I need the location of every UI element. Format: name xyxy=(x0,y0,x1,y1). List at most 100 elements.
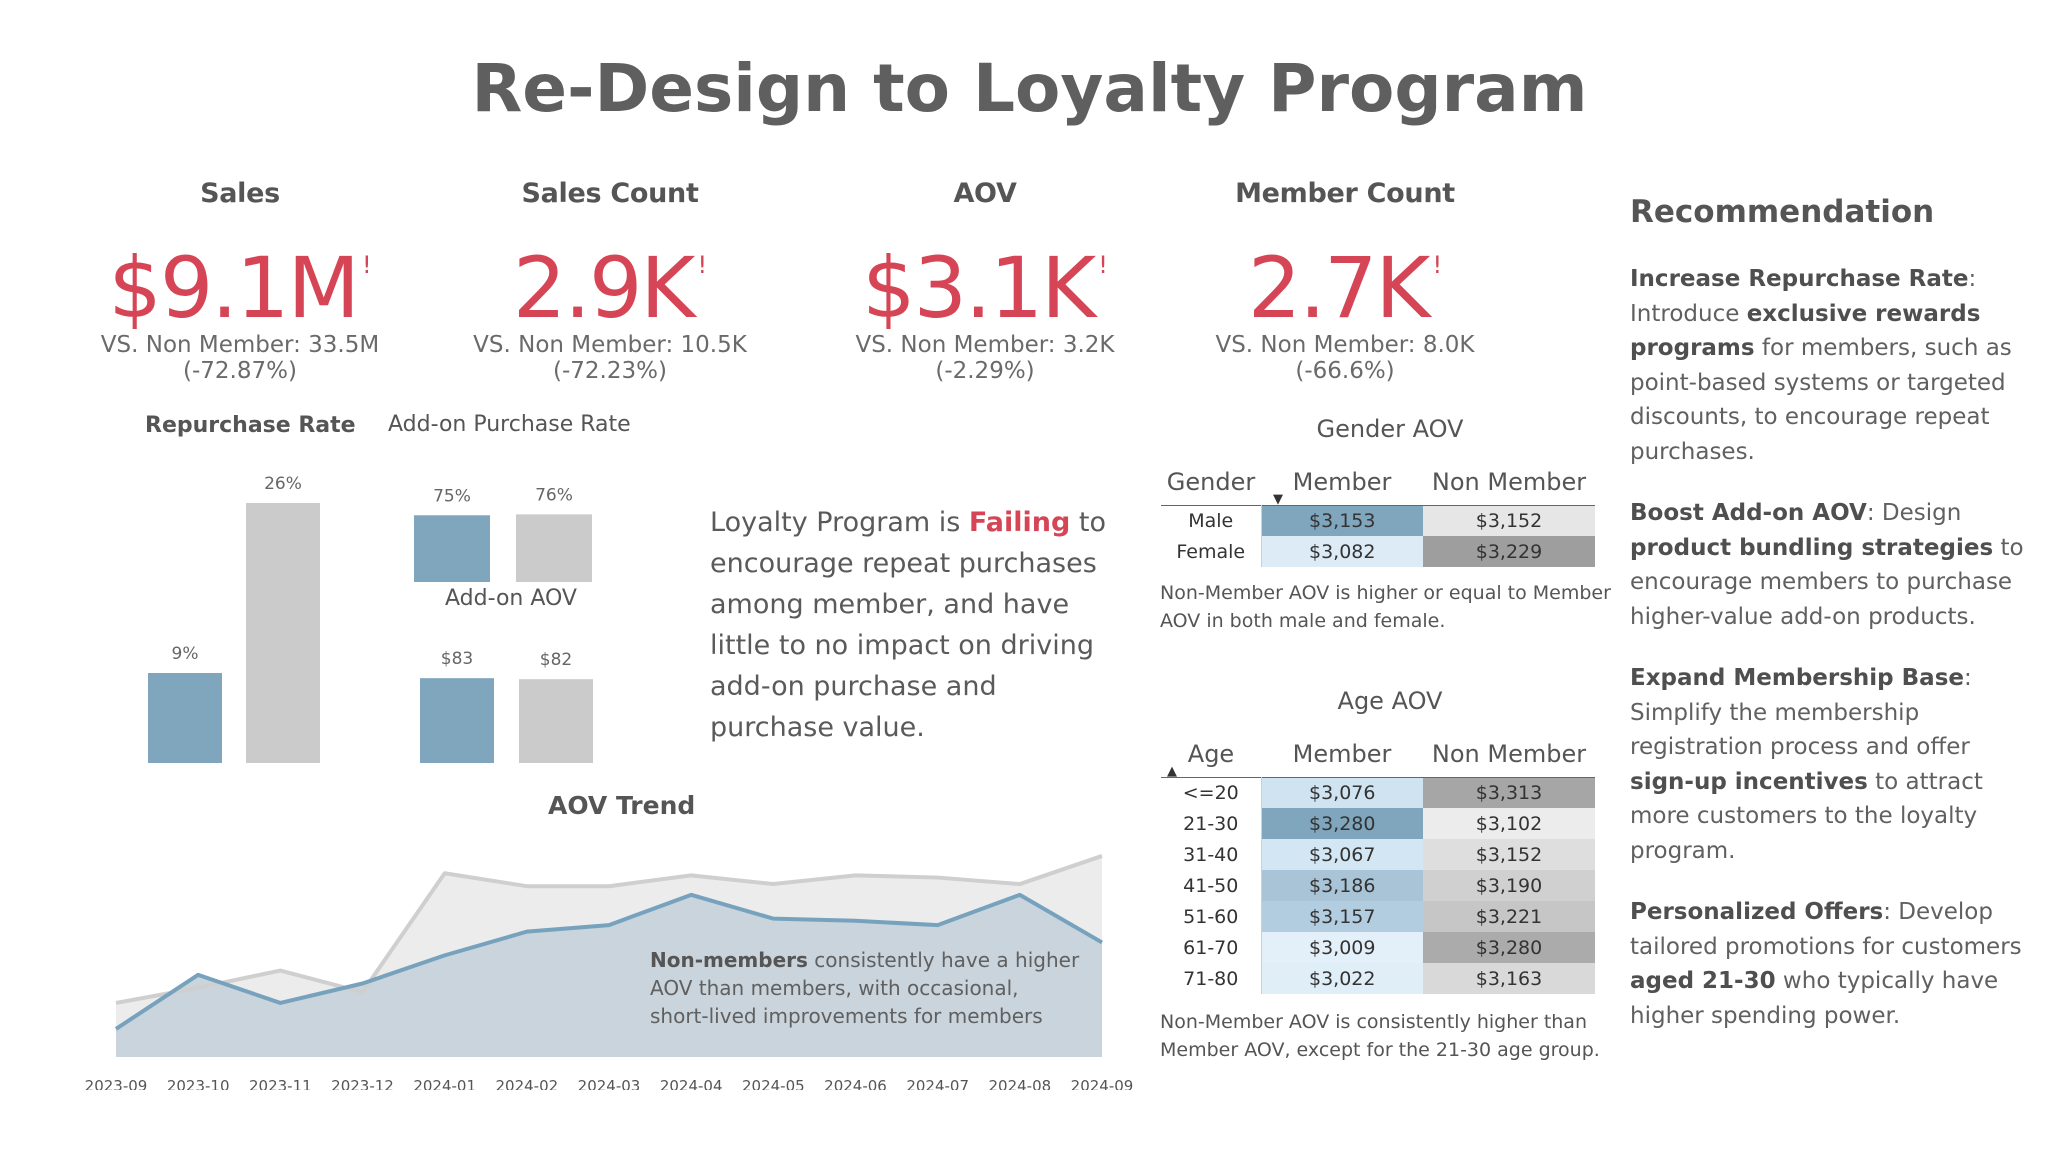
annotation-bold: Non-members xyxy=(650,948,808,972)
kpi-value: 2.7K! xyxy=(1180,217,1510,336)
member-aov-cell: $3,153 xyxy=(1260,505,1423,536)
recommendation-bold-text: exclusive rewards programs xyxy=(1630,300,1981,362)
non-member-line xyxy=(115,854,1103,1005)
bar-data-label: $82 xyxy=(540,650,572,670)
kpi-change: (-72.23%) xyxy=(553,358,667,384)
non-member-aov-cell: $3,102 xyxy=(1423,808,1595,839)
trend-annotation: Non-members consistently have a higher A… xyxy=(650,946,1080,1030)
addon-purchase-rate-title: Add-on Purchase Rate xyxy=(388,412,631,437)
bar-data-label: 9% xyxy=(172,644,199,664)
age-row[interactable]: 51-60 $3,157 $3,221 xyxy=(1161,901,1595,932)
gender-row[interactable]: Male $3,153 $3,152 xyxy=(1161,505,1595,536)
kpi-value-text: $3.1K xyxy=(862,239,1096,337)
x-tick-label: 2023-10 xyxy=(167,1077,230,1090)
x-tick-label: 2023-09 xyxy=(85,1077,148,1090)
column-header[interactable]: Gender xyxy=(1166,467,1256,496)
kpi-aov: AOV $3.1K! VS. Non Member: 3.2K (-2.29%) xyxy=(820,178,1150,388)
recommendation-item: Increase Repurchase Rate: Introduce excl… xyxy=(1630,262,2040,469)
member-line xyxy=(114,892,1104,1031)
bar-non-member xyxy=(519,679,593,763)
kpi-value-text: 2.9K xyxy=(512,239,696,337)
kpi-member-count: Member Count 2.7K! VS. Non Member: 8.0K … xyxy=(1180,178,1510,388)
non-member-aov-cell: $3,152 xyxy=(1423,839,1595,870)
kpi-label: Member Count xyxy=(1235,178,1455,209)
column-header[interactable]: Member xyxy=(1292,739,1392,768)
member-aov-cell: $3,186 xyxy=(1260,870,1423,901)
age-row[interactable]: 31-40 $3,067 $3,152 xyxy=(1161,839,1595,870)
recommendation-bold-text: Boost Add-on AOV xyxy=(1630,500,1867,526)
age-row[interactable]: 61-70 $3,009 $3,280 xyxy=(1161,932,1595,963)
member-aov-cell: $3,076 xyxy=(1260,777,1423,808)
recommendation-panel: Recommendation Increase Repurchase Rate:… xyxy=(1630,194,2040,1060)
row-label: 21-30 xyxy=(1183,812,1239,835)
recommendation-text: : Introduce xyxy=(1630,266,1977,327)
non-member-aov-cell: $3,221 xyxy=(1423,901,1595,932)
recommendation-text: to encourage members to purchase higher-… xyxy=(1630,534,2024,630)
column-header-label: Age xyxy=(1187,739,1235,768)
bar-non-member xyxy=(516,514,592,582)
member-aov-cell: $3,009 xyxy=(1260,932,1423,963)
gender-row[interactable]: Female $3,082 $3,229 xyxy=(1161,536,1595,567)
kpi-label: AOV xyxy=(953,178,1017,209)
recommendation-text: : Design xyxy=(1866,500,1962,526)
column-header[interactable]: Member ▼ xyxy=(1261,459,1423,507)
bar-data-label: 26% xyxy=(264,474,302,494)
column-header[interactable]: Age ▲ xyxy=(1161,731,1261,779)
member-aov-cell: $3,280 xyxy=(1260,808,1423,839)
column-header[interactable]: Non Member xyxy=(1431,739,1587,768)
recommendation-bold-text: Increase Repurchase Rate xyxy=(1630,266,1969,292)
x-tick-label: 2024-02 xyxy=(495,1077,558,1090)
recommendation-bold-text: product bundling strategies xyxy=(1630,534,1994,561)
member-area xyxy=(116,894,1102,1057)
kpi-sales-count: Sales Count 2.9K! VS. Non Member: 10.5K … xyxy=(445,178,775,388)
annotation-text: consistently have a higher AOV than memb… xyxy=(650,948,1080,1028)
row-label: 71-80 xyxy=(1183,967,1239,990)
non-member-aov-cell: $3,152 xyxy=(1423,505,1595,536)
page-title: Re-Design to Loyalty Program xyxy=(471,50,1588,127)
non-member-aov-cell: $3,190 xyxy=(1423,870,1595,901)
member-aov-cell: $3,082 xyxy=(1260,536,1423,567)
age-row[interactable]: 41-50 $3,186 $3,190 xyxy=(1161,870,1595,901)
gender-aov-section: Gender AOV Gender Member ▼ Non Member Mal… xyxy=(1160,415,1620,635)
bar-charts: 9% 26% 75% 76% $83 $82 xyxy=(148,474,593,763)
loyalty-insight-text: Loyalty Program is Failing to encourage … xyxy=(710,502,1110,748)
sort-down-icon[interactable]: ▼ xyxy=(1273,491,1283,507)
recommendation-text: : Simplify the membership registration p… xyxy=(1630,665,1972,760)
x-tick-label: 2023-12 xyxy=(331,1077,394,1090)
age-row[interactable]: 21-30 $3,280 $3,102 xyxy=(1161,808,1595,839)
member-aov-cell: $3,022 xyxy=(1260,963,1423,994)
column-header[interactable]: Non Member xyxy=(1431,467,1587,496)
member-aov-cell: $3,067 xyxy=(1260,839,1423,870)
sort-up-icon[interactable]: ▲ xyxy=(1167,763,1177,779)
recommendation-bold-text: aged 21-30 xyxy=(1630,968,1776,994)
kpi-comparison: VS. Non Member: 10.5K xyxy=(473,332,747,358)
x-tick-label: 2024-04 xyxy=(660,1077,723,1090)
age-row[interactable]: <=20 $3,076 $3,313 xyxy=(1161,777,1595,808)
age-row[interactable]: 71-80 $3,022 $3,163 xyxy=(1161,963,1595,994)
recommendation-text: to attract more customers to the loyalty… xyxy=(1630,768,1983,864)
x-tick-label: 2024-05 xyxy=(742,1077,805,1090)
recommendation-text: who typically have higher spending power… xyxy=(1630,968,1999,1029)
alert-icon: ! xyxy=(1432,251,1443,279)
gender-aov-note: Non-Member AOV is higher or equal to Mem… xyxy=(1160,582,1611,632)
addon-aov-title: Add-on AOV xyxy=(445,586,577,611)
x-tick-label: 2024-09 xyxy=(1071,1077,1134,1090)
recommendation-item: Personalized Offers: Develop tailored pr… xyxy=(1630,895,2040,1033)
insight-highlight: Failing xyxy=(968,507,1071,538)
alert-icon: ! xyxy=(361,251,372,279)
bar-data-label: $83 xyxy=(441,649,473,669)
kpi-value-text: 2.7K xyxy=(1247,239,1431,337)
kpi-value: 2.9K! xyxy=(445,217,775,336)
bar-member xyxy=(420,678,494,763)
row-label: Female xyxy=(1176,540,1246,563)
bar-member xyxy=(148,673,222,763)
insight-text-before: Loyalty Program is xyxy=(710,507,969,538)
alert-icon: ! xyxy=(697,251,708,279)
x-tick-label: 2024-07 xyxy=(906,1077,969,1090)
recommendation-title: Recommendation xyxy=(1630,194,1935,230)
row-label: 51-60 xyxy=(1183,905,1239,928)
row-label: 31-40 xyxy=(1183,843,1239,866)
recommendation-item: Boost Add-on AOV: Design product bundlin… xyxy=(1630,496,2040,634)
non-member-aov-cell: $3,229 xyxy=(1423,536,1595,567)
member-aov-cell: $3,157 xyxy=(1260,901,1423,932)
